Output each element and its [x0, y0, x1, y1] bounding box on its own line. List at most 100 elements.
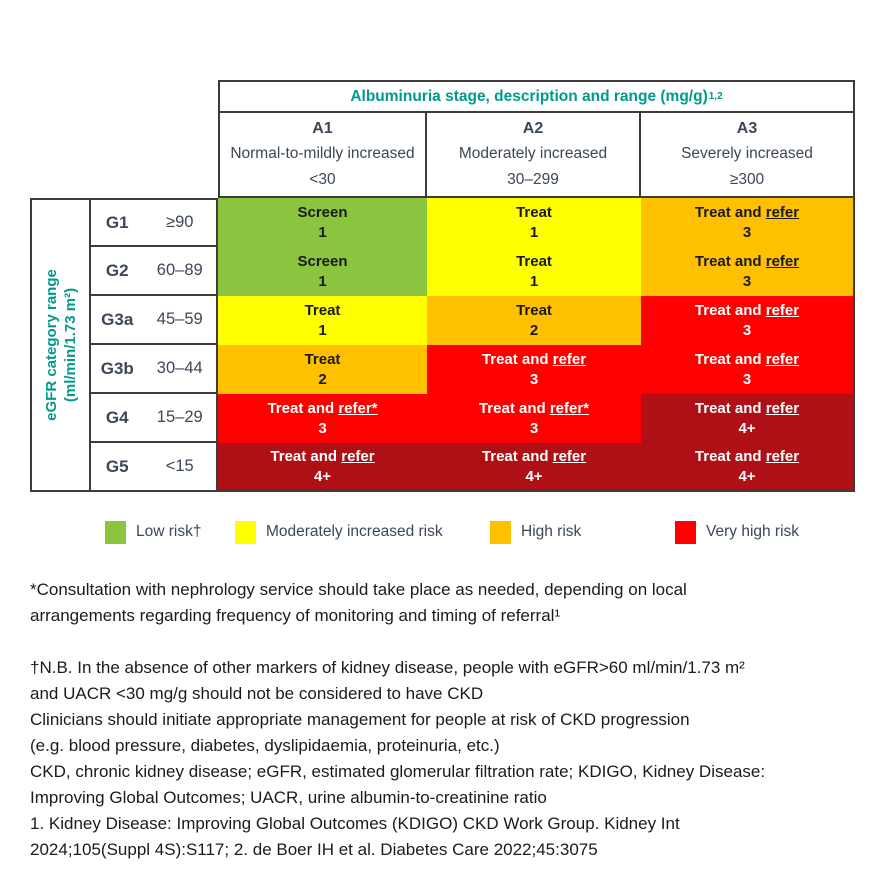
risk-cell-g3a-a3: Treat and refer 3	[641, 296, 855, 345]
footnote-references-line2: 2024;105(Suppl 4S):S117; 2. de Boer IH e…	[30, 840, 598, 859]
g-row-label-g3a: G3a 45–59	[91, 296, 218, 345]
risk-cell-g3a-a2: Treat 2	[427, 296, 641, 345]
risk-cell-g3b-a3: Treat and refer 3	[641, 345, 855, 394]
legend-label: High risk	[521, 523, 582, 540]
cell-action: Treat	[516, 301, 552, 319]
cell-number: 2	[529, 321, 539, 339]
cell-number: 1	[318, 223, 327, 241]
footnotes: *Consultation with nephrology service sh…	[30, 577, 850, 863]
high-risk-swatch	[490, 520, 511, 544]
stage-description-a3: Severely increased	[681, 145, 813, 163]
legend: Low risk† Moderately increased risk High…	[0, 518, 888, 548]
egfr-axis-label-cell: eGFR category range (ml/min/1.73 m²)	[30, 198, 91, 492]
egfr-axis-label-line2: (ml/min/1.73 m²)	[61, 287, 79, 403]
albuminuria-axis-title: Albuminuria stage, description and range…	[218, 80, 855, 113]
cell-action: Treat and refer	[694, 399, 800, 417]
g-row-label-g4: G4 15–29	[91, 394, 218, 443]
cell-number: 1	[529, 223, 539, 241]
stage-code-a2: A2	[522, 119, 544, 137]
very-high-risk-swatch	[675, 520, 696, 544]
cell-number: 1	[318, 321, 327, 339]
cell-action: Treat	[516, 203, 552, 221]
footnote-abbreviations-line2: Improving Global Outcomes; UACR, urine a…	[30, 788, 547, 807]
risk-cell-g2-a1: Screen 1	[218, 247, 427, 296]
risk-cell-g2-a2: Treat 1	[427, 247, 641, 296]
title-superscript: 1,2	[708, 90, 723, 102]
cell-action: Treat and refer	[694, 301, 800, 319]
cell-number: 2	[318, 370, 327, 388]
g-code: G4	[105, 407, 129, 427]
g-range: ≥90	[166, 213, 194, 231]
g-row-label-g2: G2 60–89	[91, 247, 218, 296]
risk-table: Albuminuria stage, description and range…	[30, 80, 855, 492]
low-risk-swatch	[105, 520, 126, 544]
g-row-label-g5: G5 <15	[91, 443, 218, 492]
risk-cell-g2-a3: Treat and refer 3	[641, 247, 855, 296]
cell-number: 3	[742, 223, 752, 241]
cell-action: Treat and refer	[694, 252, 800, 270]
cell-number: 3	[318, 419, 327, 437]
cell-action: Treat and refer	[481, 447, 587, 465]
risk-cell-g3b-a1: Treat 2	[218, 345, 427, 394]
stage-code-a1: A1	[312, 119, 333, 137]
risk-cell-g4-a3: Treat and refer 4+	[641, 394, 855, 443]
g-row-label-g3b: G3b 30–44	[91, 345, 218, 394]
cell-action: Screen	[297, 203, 348, 221]
risk-cell-g3b-a2: Treat and refer 3	[427, 345, 641, 394]
cell-number: 4+	[738, 419, 756, 437]
g-range: 45–59	[156, 310, 203, 328]
risk-cell-g5-a3: Treat and refer 4+	[641, 443, 855, 492]
g-code: G5	[105, 456, 129, 476]
stage-range-a1: <30	[309, 171, 336, 189]
stage-range-a2: 30–299	[507, 171, 559, 189]
cell-action: Treat and refer*	[267, 399, 378, 417]
egfr-axis-label-line1: eGFR category range	[42, 269, 60, 421]
risk-cell-g5-a2: Treat and refer 4+	[427, 443, 641, 492]
g-range: 15–29	[156, 408, 203, 426]
cell-number: 3	[742, 370, 752, 388]
cell-action: Treat and refer*	[478, 399, 590, 417]
cell-action: Treat and refer	[694, 203, 800, 221]
cell-number: 1	[318, 272, 327, 290]
stage-header-a3: A3 Severely increased ≥300	[641, 113, 855, 198]
cell-action: Treat	[304, 301, 341, 319]
cell-number: 3	[529, 419, 539, 437]
table-top-left-spacer	[30, 80, 218, 198]
g-range: 30–44	[156, 359, 203, 377]
egfr-axis-label: eGFR category range (ml/min/1.73 m²)	[42, 198, 80, 492]
g-code: G2	[105, 260, 129, 280]
footnote-dagger-line2: and UACR <30 mg/g should not be consider…	[30, 684, 484, 703]
footnote-clinicians-line2: (e.g. blood pressure, diabetes, dyslipid…	[30, 736, 500, 755]
g-code: G3a	[101, 309, 134, 329]
cell-action: Treat	[304, 350, 341, 368]
g-range: 60–89	[156, 261, 203, 279]
risk-cell-g4-a2: Treat and refer* 3	[427, 394, 641, 443]
risk-cell-g1-a2: Treat 1	[427, 198, 641, 247]
legend-item-high-risk: High risk	[490, 518, 581, 546]
stage-range-a3: ≥300	[729, 171, 765, 189]
risk-cell-g4-a1: Treat and refer* 3	[218, 394, 427, 443]
cell-action: Treat and refer	[481, 350, 587, 368]
footnote-references-line1: 1. Kidney Disease: Improving Global Outc…	[30, 814, 680, 833]
risk-cell-g1-a1: Screen 1	[218, 198, 427, 247]
g-code: G3b	[100, 358, 134, 378]
stage-description-a2: Moderately increased	[458, 145, 608, 163]
footnote-asterisk-line1: *Consultation with nephrology service sh…	[30, 580, 687, 599]
stage-code-a3: A3	[736, 119, 758, 137]
cell-action: Treat and refer	[694, 447, 800, 465]
cell-number: 4+	[525, 467, 543, 485]
cell-action: Treat and refer	[694, 350, 800, 368]
legend-item-very-high-risk: Very high risk	[675, 518, 799, 546]
cell-action: Screen	[297, 252, 348, 270]
cell-number: 4+	[313, 467, 332, 485]
legend-label: Moderately increased risk	[266, 523, 443, 540]
cell-number: 3	[742, 321, 752, 339]
cell-number: 3	[742, 272, 752, 290]
legend-label: Low risk†	[136, 523, 202, 540]
cell-number: 3	[529, 370, 539, 388]
cell-number: 4+	[738, 467, 756, 485]
legend-item-moderately-increased-risk: Moderately increased risk	[235, 518, 443, 546]
cell-action: Treat	[516, 252, 552, 270]
cell-action: Treat and refer	[270, 447, 375, 465]
